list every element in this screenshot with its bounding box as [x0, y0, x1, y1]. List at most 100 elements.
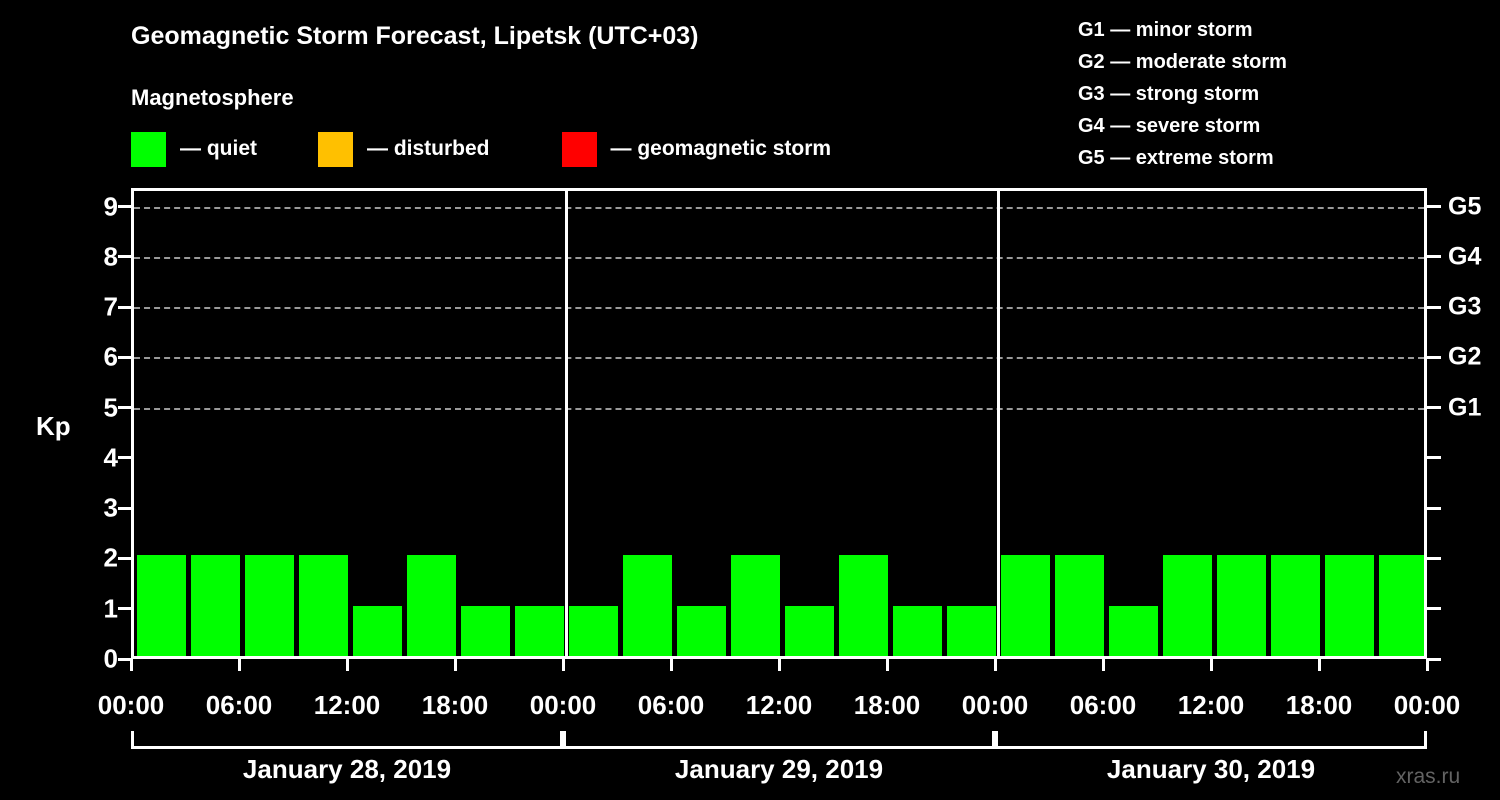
- x-tick-mark-5: [669, 659, 673, 671]
- bar: [1162, 555, 1212, 656]
- bar: [406, 555, 456, 656]
- y-tick-mark-9: [118, 205, 131, 209]
- y-tick-mark-6: [118, 355, 131, 359]
- x-tick-mark-10: [1209, 659, 1213, 671]
- gridline-kp-9: [134, 206, 1424, 209]
- right-tick-mark-kp-4: [1427, 456, 1441, 460]
- right-axis-label-g2: G2: [1448, 342, 1482, 371]
- bar: [676, 605, 726, 656]
- x-tick-mark-6: [777, 659, 781, 671]
- x-tick-label-10: 12:00: [1177, 690, 1245, 720]
- y-tick-label-2: 2: [103, 542, 118, 573]
- gridline-kp-7: [134, 307, 1424, 310]
- x-tick-label-8: 00:00: [961, 690, 1029, 720]
- x-tick-mark-11: [1317, 659, 1321, 671]
- amber-square-swatch: [318, 131, 353, 167]
- magnetosphere-legend: — quiet — disturbed — geomagnetic storm: [131, 131, 831, 167]
- x-tick-label-3: 18:00: [421, 690, 489, 720]
- gridline-kp-6: [134, 357, 1424, 360]
- right-tick-mark-kp-3: [1427, 506, 1441, 510]
- green-square-swatch: [131, 131, 166, 167]
- legend-label-storm: — geomagnetic storm: [610, 137, 832, 160]
- right-tick-mark-kp-2: [1427, 556, 1441, 560]
- y-tick-label-5: 5: [103, 392, 118, 423]
- bar: [1000, 555, 1050, 656]
- y-tick-mark-7: [118, 305, 131, 309]
- bar: [568, 605, 618, 656]
- day-label-2: January 29, 2019: [674, 754, 884, 784]
- right-tick-mark-kp-5: [1427, 406, 1441, 410]
- y-tick-mark-1: [118, 607, 131, 611]
- g-scale-line-g2: G2 — moderate storm: [1078, 51, 1287, 73]
- x-tick-label-2: 12:00: [313, 690, 381, 720]
- bar: [1378, 555, 1424, 656]
- y-tick-label-0: 0: [103, 643, 118, 674]
- right-axis-label-g5: G5: [1448, 192, 1482, 221]
- y-tick-mark-0: [118, 657, 131, 661]
- right-axis-label-g3: G3: [1448, 292, 1482, 321]
- right-tick-mark-kp-6: [1427, 355, 1441, 359]
- y-tick-label-6: 6: [103, 341, 118, 372]
- x-tick-mark-0: [129, 659, 133, 671]
- day-label-3: January 30, 2019: [1106, 754, 1316, 784]
- bar: [244, 555, 294, 656]
- x-tick-mark-4: [561, 659, 565, 671]
- gridline-kp-5: [134, 407, 1424, 410]
- watermark: xras.ru: [1396, 765, 1461, 788]
- day-bracket-1: [131, 731, 563, 749]
- x-tick-label-11: 18:00: [1285, 690, 1353, 720]
- y-tick-label-1: 1: [103, 593, 118, 624]
- y-tick-label-8: 8: [103, 241, 118, 272]
- red-square-swatch: [561, 131, 597, 167]
- day-bracket-2: [563, 731, 995, 749]
- y-tick-label-4: 4: [103, 442, 118, 473]
- x-tick-mark-7: [885, 659, 889, 671]
- g-scale-legend: G1 — minor storm G2 — moderate storm G3 …: [1078, 14, 1498, 174]
- legend-label-quiet: — quiet: [180, 137, 257, 160]
- bar: [514, 605, 564, 656]
- day-bracket-3: [995, 731, 1427, 749]
- x-tick-label-6: 12:00: [745, 690, 813, 720]
- bar: [460, 605, 510, 656]
- right-tick-mark-kp-1: [1427, 607, 1441, 611]
- g-scale-line-g1: G1 — minor storm: [1078, 19, 1253, 41]
- right-axis-label-g1: G1: [1448, 393, 1482, 422]
- g-scale-line-g3: G3 — strong storm: [1078, 83, 1260, 105]
- x-tick-label-12: 00:00: [1393, 690, 1461, 720]
- bar: [622, 555, 672, 656]
- bar: [784, 605, 834, 656]
- bar: [1054, 555, 1104, 656]
- x-tick-label-9: 06:00: [1069, 690, 1137, 720]
- gridline-kp-8: [134, 256, 1424, 259]
- x-tick-mark-9: [1101, 659, 1105, 671]
- x-tick-label-7: 18:00: [853, 690, 921, 720]
- bar: [838, 555, 888, 656]
- bar: [946, 605, 996, 656]
- page-title: Geomagnetic Storm Forecast, Lipetsk (UTC…: [131, 22, 699, 50]
- y-tick-mark-2: [118, 556, 131, 560]
- bar: [1108, 605, 1158, 656]
- x-tick-mark-8: [993, 659, 997, 671]
- right-tick-mark-kp-8: [1427, 255, 1441, 259]
- bar: [1270, 555, 1320, 656]
- magnetosphere-label: Magnetosphere: [131, 85, 294, 110]
- x-tick-mark-12: [1425, 659, 1429, 671]
- y-tick-mark-5: [118, 406, 131, 410]
- bar: [1324, 555, 1374, 656]
- g-scale-line-g5: G5 — extreme storm: [1078, 147, 1274, 169]
- plot-area: [131, 188, 1427, 659]
- x-tick-mark-3: [453, 659, 457, 671]
- y-axis-title: Kp: [36, 411, 71, 441]
- bar: [136, 555, 186, 656]
- bar: [190, 555, 240, 656]
- y-tick-mark-8: [118, 255, 131, 259]
- x-tick-mark-1: [237, 659, 241, 671]
- x-tick-mark-2: [345, 659, 349, 671]
- y-tick-mark-3: [118, 506, 131, 510]
- bar: [730, 555, 780, 656]
- day-separator-2: [996, 191, 1000, 656]
- y-tick-mark-4: [118, 456, 131, 460]
- y-tick-label-7: 7: [103, 291, 118, 322]
- x-tick-label-4: 00:00: [529, 690, 597, 720]
